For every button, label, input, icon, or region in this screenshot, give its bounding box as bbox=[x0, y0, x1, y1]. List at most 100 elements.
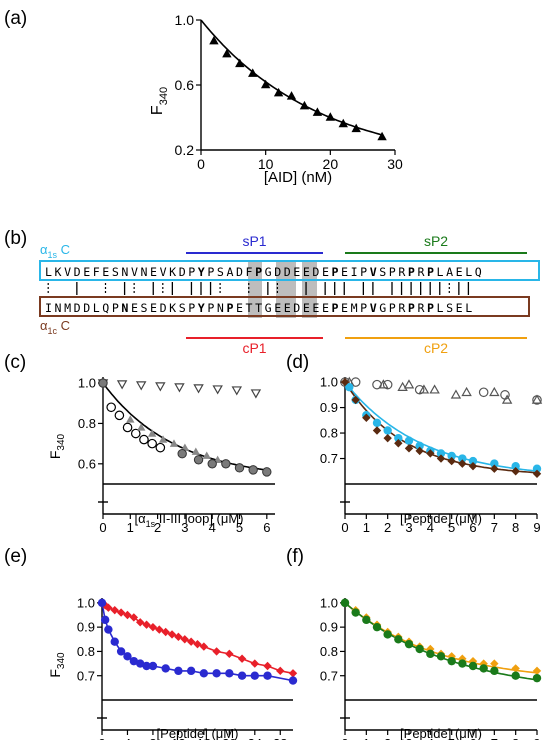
data-point bbox=[468, 456, 478, 466]
data-point bbox=[237, 654, 247, 663]
data-point bbox=[212, 647, 221, 656]
x-axis-label: [α1s II-III loop] (μM) bbox=[134, 511, 243, 529]
data-point bbox=[129, 656, 139, 666]
data-point bbox=[135, 381, 147, 391]
data-point bbox=[377, 131, 387, 141]
data-point bbox=[450, 389, 462, 399]
data-point bbox=[110, 637, 119, 646]
data-point bbox=[186, 666, 196, 676]
data-point bbox=[490, 464, 499, 473]
data-point bbox=[468, 461, 478, 471]
data-point bbox=[148, 661, 158, 671]
x-tick-label: 7 bbox=[491, 736, 498, 740]
data-point bbox=[404, 639, 414, 649]
data-point bbox=[221, 459, 231, 469]
data-point bbox=[397, 381, 408, 391]
y-tick-label: 0.6 bbox=[175, 77, 195, 93]
y-tick-label: 0.2 bbox=[175, 142, 195, 158]
y-tick-label: 0.8 bbox=[320, 426, 338, 441]
data-point bbox=[458, 654, 467, 663]
data-point-origin bbox=[97, 598, 107, 608]
data-point bbox=[532, 464, 542, 473]
alpha1s-label: α1s C bbox=[40, 242, 70, 260]
data-point bbox=[177, 449, 187, 459]
x-tick-label: 2 bbox=[154, 520, 161, 535]
data-point bbox=[418, 384, 430, 394]
data-point bbox=[362, 413, 371, 422]
data-point-origin bbox=[98, 378, 108, 388]
data-point bbox=[193, 455, 204, 465]
data-point bbox=[193, 384, 204, 394]
data-point bbox=[478, 387, 489, 398]
data-point bbox=[458, 659, 467, 668]
y-tick-label: 0.9 bbox=[320, 400, 338, 415]
data-point bbox=[426, 449, 435, 458]
y-tick-label: 0.9 bbox=[77, 620, 95, 635]
x-tick-label: 1 bbox=[127, 520, 134, 535]
data-point bbox=[351, 123, 361, 133]
data-point bbox=[479, 664, 488, 673]
data-point bbox=[123, 652, 132, 661]
data-point bbox=[382, 379, 393, 390]
data-point bbox=[501, 394, 513, 404]
data-point bbox=[209, 35, 219, 45]
x-tick-label: 30 bbox=[387, 156, 403, 172]
data-point bbox=[199, 642, 209, 651]
chart-f: 0 1 2 3 4 5 6 7 8 9 0.7 0.8 0.9 1.0 [Peptide] (μM) bbox=[320, 595, 542, 740]
x-axis-label: [Peptide] (μM) bbox=[157, 726, 239, 740]
data-point bbox=[394, 635, 403, 644]
data-point bbox=[106, 402, 116, 413]
data-point bbox=[299, 100, 310, 110]
data-point bbox=[234, 463, 245, 473]
x-tick-label: 3 bbox=[405, 736, 412, 740]
data-point bbox=[126, 415, 135, 423]
y-tick-label: 0.7 bbox=[77, 668, 95, 683]
x-tick-label: 1 bbox=[363, 736, 370, 740]
data-point bbox=[394, 433, 403, 443]
data-point bbox=[222, 48, 232, 58]
sequence-alignment-panel: sP1 sP2 cP1 cP2 L K V D E F E S N V N E V K D P Y P S A D F P G D D E E… bbox=[39, 233, 540, 356]
data-point bbox=[225, 669, 234, 678]
data-point bbox=[378, 379, 389, 389]
data-point bbox=[468, 661, 478, 671]
x-tick-label: 6 bbox=[469, 736, 476, 740]
data-point bbox=[155, 625, 164, 634]
conserved-highlight bbox=[302, 262, 317, 318]
x-tick-label: 2 bbox=[384, 520, 391, 535]
data-point bbox=[147, 429, 157, 437]
data-point bbox=[532, 469, 542, 479]
data-point bbox=[235, 58, 245, 68]
data-point bbox=[104, 625, 113, 634]
data-point bbox=[237, 671, 247, 680]
data-point bbox=[490, 659, 499, 668]
data-point bbox=[161, 664, 170, 673]
x-tick-label: 5 bbox=[448, 736, 455, 740]
data-point bbox=[490, 459, 499, 468]
data-point bbox=[180, 443, 190, 451]
y-axis-label: F340 bbox=[47, 652, 67, 678]
conserved-highlight bbox=[248, 262, 262, 318]
data-point bbox=[248, 465, 258, 475]
x-tick-label: 8 bbox=[149, 736, 156, 740]
y-tick-label: 1.0 bbox=[78, 376, 96, 391]
segment-label-cP1: cP1 bbox=[242, 340, 266, 356]
data-point bbox=[362, 615, 371, 625]
data-point bbox=[383, 433, 392, 443]
y-tick-label: 1.0 bbox=[175, 12, 195, 28]
data-point bbox=[429, 384, 440, 394]
data-point bbox=[136, 618, 145, 627]
fit-curve bbox=[344, 602, 538, 681]
data-point bbox=[490, 666, 499, 676]
data-point bbox=[174, 666, 183, 676]
data-point bbox=[155, 382, 166, 392]
data-point bbox=[122, 422, 133, 433]
data-point bbox=[248, 68, 258, 77]
segment-label-sP2: sP2 bbox=[424, 233, 448, 249]
fit-curve bbox=[344, 602, 538, 674]
data-point bbox=[136, 659, 145, 668]
data-point bbox=[394, 439, 403, 448]
x-tick-label: 7 bbox=[491, 520, 498, 535]
data-point bbox=[436, 652, 446, 661]
